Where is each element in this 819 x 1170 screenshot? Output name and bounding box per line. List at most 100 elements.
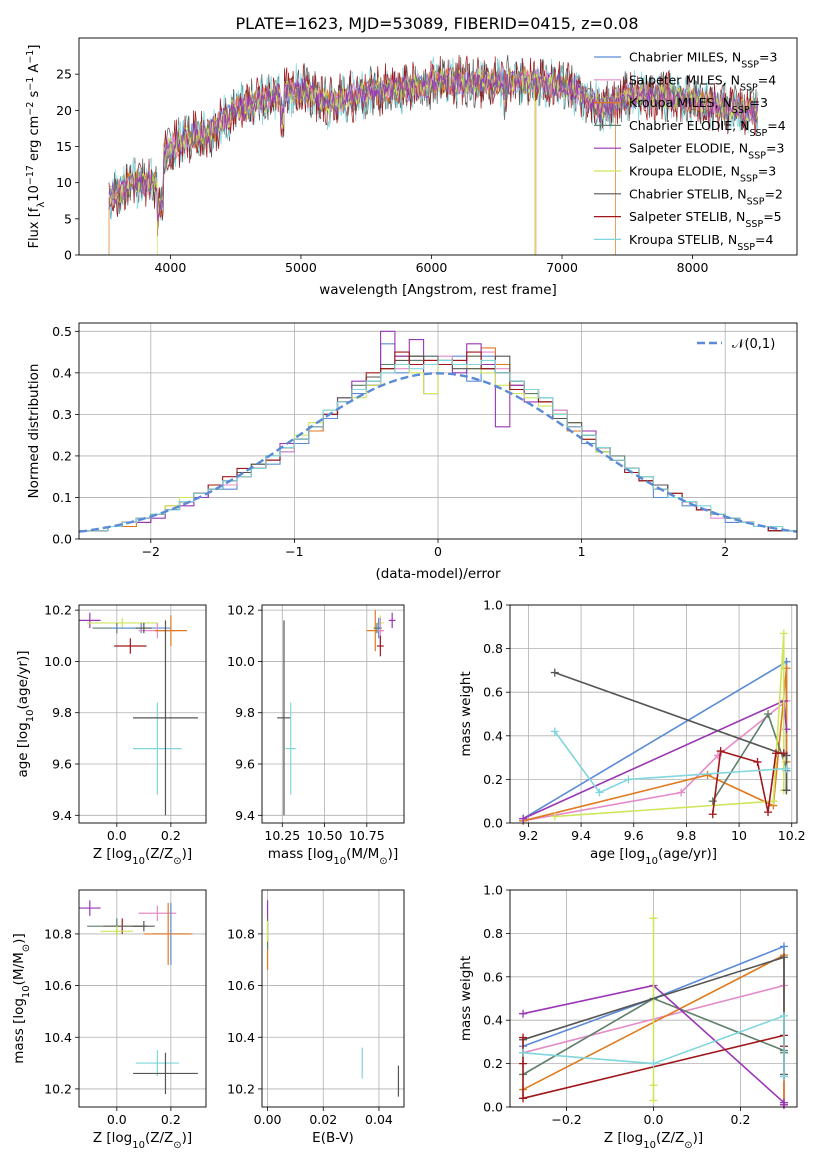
y-tick-label: 10.6 [227,978,255,993]
label-part: )] [388,846,399,862]
label-part: 10 [132,856,145,867]
y-tick-label: 10.2 [227,603,255,618]
legend-text: Salpeter STELIB, N [629,209,745,224]
legend-text: Kroupa ELODIE, N [629,164,740,179]
label-part: )] [693,1130,704,1146]
y-tick-label: 0.8 [483,641,503,656]
x-tick-label: 0.0 [107,1112,127,1127]
label-part: 10 [643,1140,656,1151]
mass-vs-ebv-chart: 0.00 0.02 0.04 10.2 10.4 10.6 10.8 E(B-V) [227,889,405,1146]
axes-frame [509,889,798,1108]
weight-marker [519,814,528,823]
y-tick-label: 0.0 [483,816,503,831]
weight-marker [771,749,780,758]
x-tick-label: 9.2 [518,828,538,843]
axes-frame [78,322,798,540]
age-vs-mass-chart: 10.25 10.50 10.75 9.4 9.6 9.8 10.0 10.2 mass [lo… [227,603,405,867]
x-tick-label: 1 [578,544,586,559]
weight-marker [677,788,686,797]
y-tick-label: 15 [56,139,72,154]
y-tick-label: 1.0 [483,883,503,898]
weight-marker [764,710,773,718]
x-tick-label: −2 [142,544,160,559]
y-axis-label: age [log10(age/yr)] [15,650,36,777]
y-tick-label: 25 [56,67,72,82]
y-tick-label: 9.6 [235,757,255,772]
axes-frame [261,889,405,1108]
weight-marker [753,757,762,766]
y-tick-label: 0.6 [483,685,503,700]
x-axis-label: Z [log10(Z/Z⊙)] [604,1130,703,1151]
weight-series-line [554,633,785,818]
legend-sub: SSP [748,150,766,161]
y-tick-label: 10.2 [44,1081,72,1096]
normal-curve [79,372,797,533]
x-tick-label: 0.0 [644,1112,664,1127]
x-tick-label: 0.00 [254,1112,282,1127]
x-tick-label: 9.4 [571,828,591,843]
y-tick-label: 10.2 [44,603,72,618]
label-part: Z [log [93,846,132,862]
y-axis-label: mass weight [458,956,474,1041]
label-part: 10 [27,185,42,202]
y-tick-label: 5 [64,211,72,226]
legend-text: Salpeter ELODIE, N [629,141,748,156]
spectrum-chart: 4000 5000 6000 7000 8000 0 5 10 15 20 25 wavelength… [25,37,798,298]
y-axis-label: mass [log10(M/M⊙)] [11,933,32,1063]
y-tick-label: 0.3 [52,407,72,422]
axes-frame [78,604,207,824]
figure-title: PLATE=1623, MJD=53089, FIBERID=0415, z=0… [235,14,638,33]
y-axis-label: mass weight [458,671,474,756]
legend-label: Kroupa STELIB, NSSP=4 [629,232,773,253]
y-tick-label: 10.0 [44,654,72,669]
legend-text: Kroupa MILES, N [629,95,732,110]
label-part: 10 [25,710,36,723]
x-axis-label: Z [log10(Z/Z⊙)] [93,1130,192,1151]
legend-val: =3 [750,95,768,110]
axes-frame [509,604,798,824]
weight-marker [703,771,712,780]
label-part: 10 [132,1140,145,1151]
y-tick-label: 0.0 [483,1100,503,1115]
age-vs-Z-chart: 0.0 0.29.49.69.810.010.2Z [log10(Z/Z⊙)]ag… [15,603,207,867]
weight-marker [519,1048,528,1057]
label-part: E(B-V) [312,1130,354,1146]
legend-label: Chabrier MILES, NSSP=3 [629,50,777,71]
y-tick-label: 0.0 [52,532,72,547]
x-tick-label: −1 [285,544,303,559]
label-part: ] [27,45,42,50]
label-part: mass [log [268,846,334,862]
legend-val: =5 [763,209,781,224]
label-part: s [27,90,42,101]
weight-marker [550,727,559,736]
label-part: ⊙ [21,944,32,952]
x-tick-label: 5000 [285,260,317,275]
legend-sub: SSP [747,196,765,207]
y-tick-label: 10.2 [227,1081,255,1096]
y-tick-label: 0.4 [483,1013,503,1028]
y-tick-label: 10.8 [44,926,72,941]
y-tick-label: 9.4 [52,808,72,823]
weight-marker [649,914,658,923]
x-axis-label: age [log10(age/yr)] [590,846,717,867]
label-part: (age/yr)] [15,650,31,709]
x-tick-label: 10.2 [778,828,806,843]
weight-marker [519,1094,528,1103]
y-tick-label: 1.0 [483,598,503,613]
legend-text: Chabrier MILES, N [629,50,741,65]
legend-label: Kroupa ELODIE, NSSP=3 [629,164,776,185]
weight-marker [519,1009,528,1018]
axes-frame [78,37,798,256]
y-axis-label: Flux [fλ10−17 erg cm−2 s−1 A−1] [25,45,47,249]
label-part: ⊙ [173,856,181,867]
x-tick-label: 0.0 [107,828,127,843]
legend-sub: SSP [740,82,758,93]
label-part: (Z/Z [145,846,173,862]
x-tick-label: 0.2 [161,1112,181,1127]
legend-sub: SSP [741,59,759,70]
legend-text: Chabrier ELODIE, N [629,118,749,133]
label-part: Z [log [604,1130,643,1146]
x-tick-label: 6000 [416,260,448,275]
label-part: 10 [333,856,346,867]
